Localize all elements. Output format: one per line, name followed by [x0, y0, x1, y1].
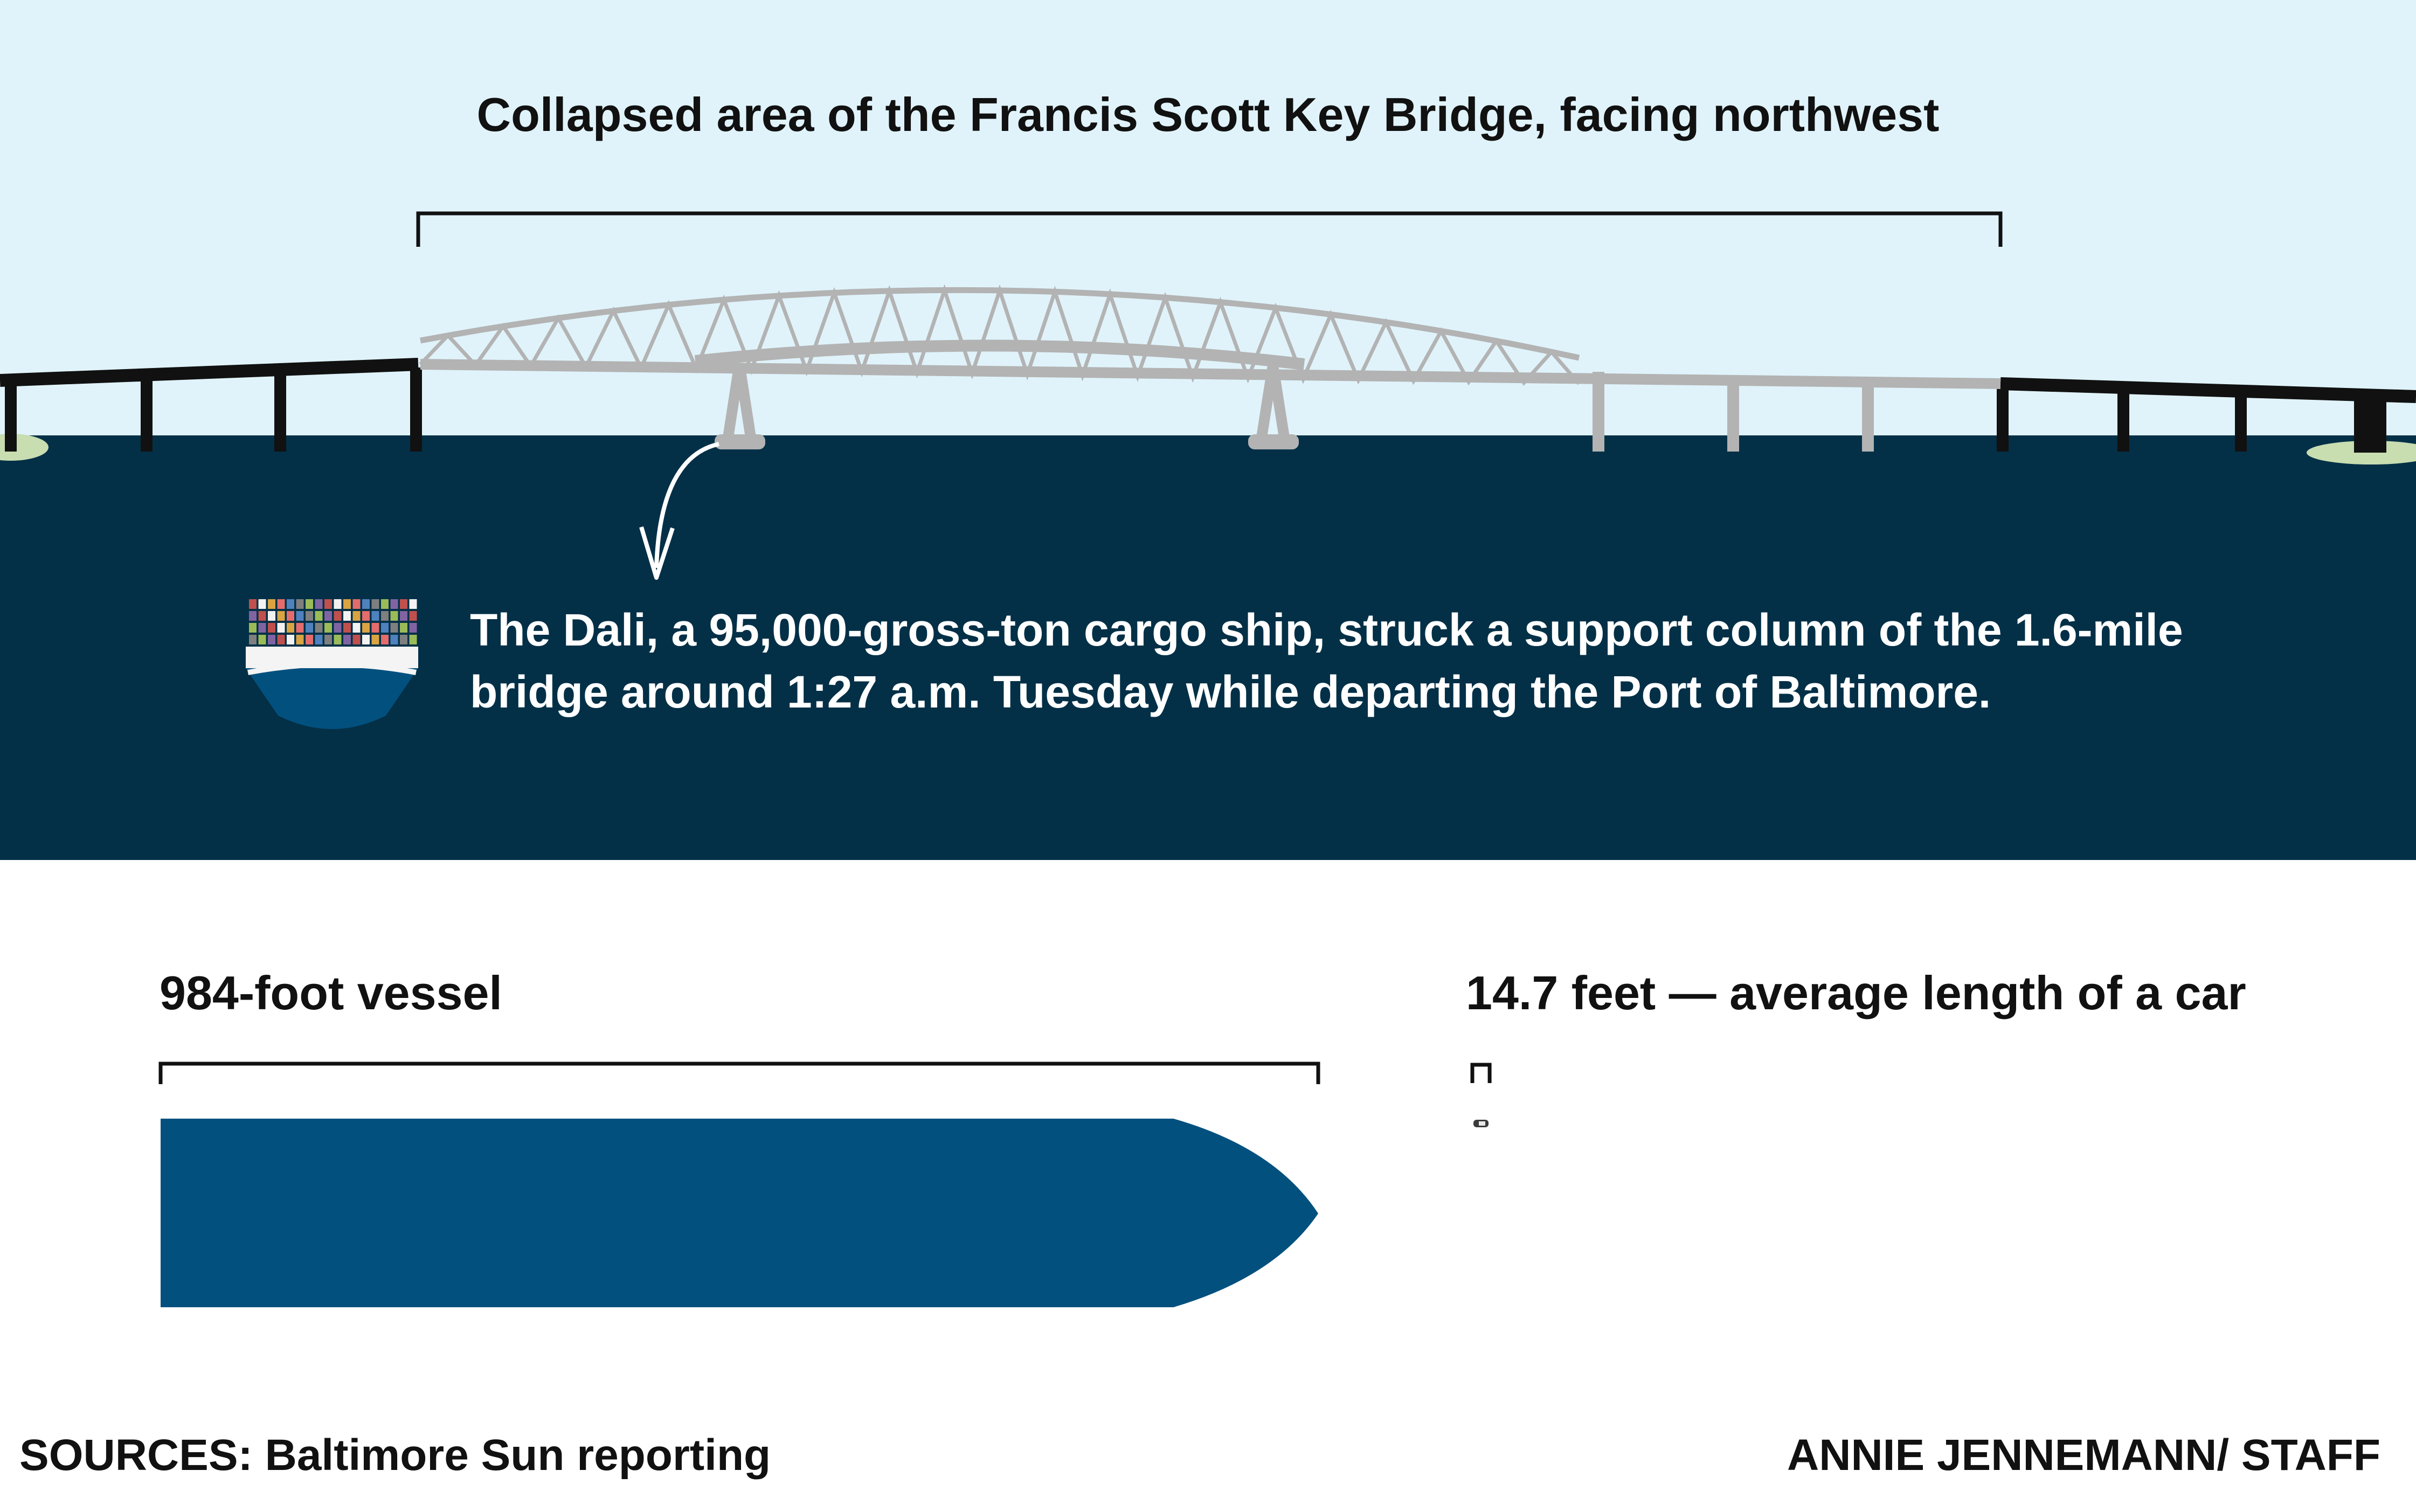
car-bracket [1470, 1063, 1492, 1083]
ship-container [371, 635, 379, 644]
chart-title: Collapsed area of the Francis Scott Key … [476, 88, 1940, 141]
ship-container [324, 599, 332, 609]
ship-container [296, 623, 304, 633]
ship-container [381, 611, 389, 621]
ship-container [296, 635, 304, 644]
ship-container [334, 599, 342, 609]
vessel-shape [161, 1119, 1318, 1307]
ship-container [409, 623, 417, 633]
ship-container [334, 611, 342, 621]
ship-container [277, 611, 285, 621]
vessel-length-label: 984-foot vessel [160, 966, 502, 1019]
ship-container [315, 623, 323, 633]
ship-container [409, 611, 417, 621]
ship-container [258, 635, 266, 644]
ship-container [400, 623, 407, 633]
ship-container [268, 611, 275, 621]
ship-container [296, 611, 304, 621]
ship-container [400, 611, 407, 621]
ship-container [371, 599, 379, 609]
ship-container [390, 635, 398, 644]
ship-container [343, 599, 351, 609]
ship-container [371, 611, 379, 621]
ship-container [249, 611, 257, 621]
ship-container [343, 611, 351, 621]
ship-container [287, 611, 294, 621]
ship-container [343, 635, 351, 644]
ship-container [362, 611, 370, 621]
ship-container [306, 599, 313, 609]
ship-container [381, 599, 389, 609]
ship-container [390, 611, 398, 621]
ship-container [381, 635, 389, 644]
ship-container [324, 635, 332, 644]
ship-container [287, 623, 294, 633]
ship-container [352, 611, 361, 621]
ship-container [334, 623, 342, 633]
ship-container [400, 599, 407, 609]
bridge-intact-left [0, 358, 422, 452]
ship-container [343, 623, 351, 633]
ship-container [409, 635, 417, 644]
ship-container [306, 635, 313, 644]
ship-container [277, 635, 285, 644]
ship-container [315, 635, 323, 644]
ship-container [352, 635, 361, 644]
ship-container [249, 635, 257, 644]
ship-container [371, 623, 379, 633]
ship-container [334, 635, 342, 644]
ship-container [390, 599, 398, 609]
ship-container [268, 599, 275, 609]
ship-container [362, 623, 370, 633]
arrow-icon [654, 442, 719, 568]
ship-container [324, 611, 332, 621]
ship-container [249, 599, 257, 609]
ship-container [287, 635, 294, 644]
ship-container [352, 599, 361, 609]
car-length-label: 14.7 feet — average length of a car [1466, 966, 2246, 1019]
ship-container [268, 623, 275, 633]
car-icon [1473, 1120, 1489, 1127]
ship-container [277, 599, 285, 609]
ship-container [277, 623, 285, 633]
ship-container [287, 599, 294, 609]
ship-container [352, 623, 361, 633]
ship-container [362, 599, 370, 609]
ship-container [268, 635, 275, 644]
bridge-collapsed-section [419, 284, 2001, 452]
ship-container [249, 623, 257, 633]
cargo-ship-icon [246, 599, 418, 729]
ship-container [390, 623, 398, 633]
ship-container [324, 623, 332, 633]
ship-container [258, 623, 266, 633]
ship-container [315, 611, 323, 621]
bridge-intact-right [1997, 377, 2416, 453]
sources-note: SOURCES: Baltimore Sun reporting [19, 1431, 771, 1480]
ship-container [306, 623, 313, 633]
ship-container [306, 611, 313, 621]
arrow-icon-head [639, 526, 675, 580]
credit-line: ANNIE JENNEMANN/ STAFF [1787, 1431, 2380, 1480]
ship-container [400, 635, 407, 644]
ship-container [258, 611, 266, 621]
ship-container [296, 599, 304, 609]
ship-container [315, 599, 323, 609]
ship-container [409, 599, 417, 609]
ship-container [362, 635, 370, 644]
collapsed-span-bracket [416, 211, 2003, 247]
ship-container [381, 623, 389, 633]
ship-container [258, 599, 266, 609]
vessel-bracket [158, 1062, 1320, 1084]
dali-description: The Dali, a 95,000-gross-ton cargo ship,… [470, 605, 2183, 718]
